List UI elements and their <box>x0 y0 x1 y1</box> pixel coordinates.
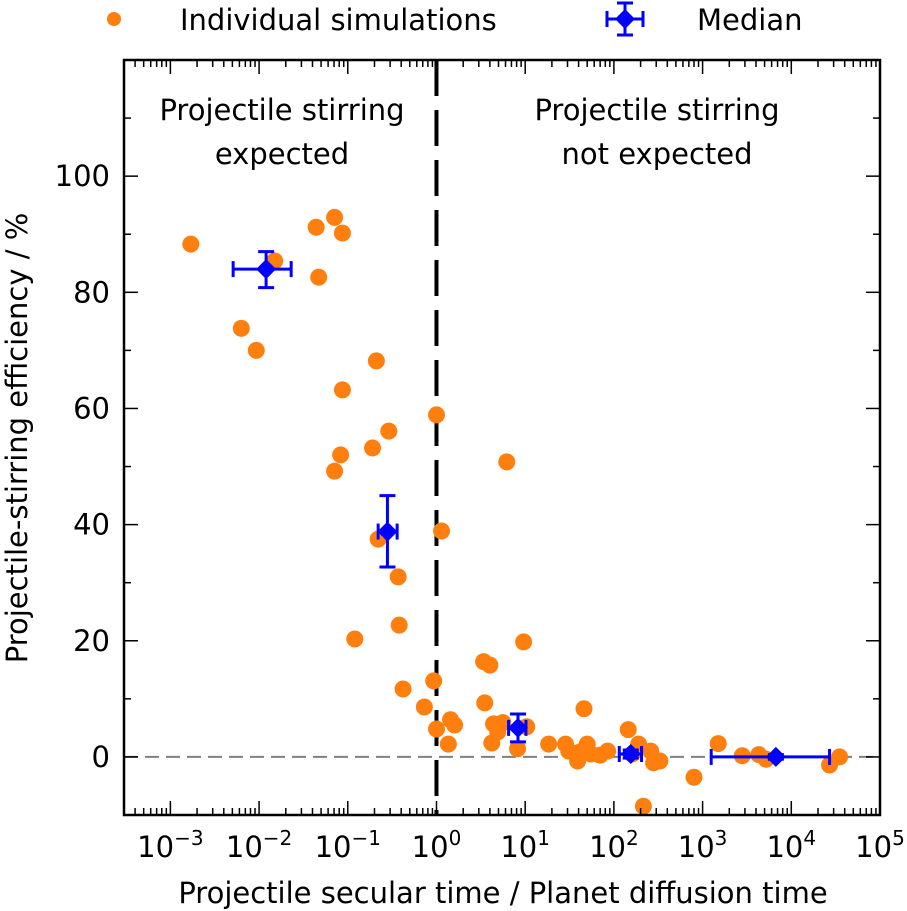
data-point-individual <box>509 740 527 758</box>
x-tick-label: 102 <box>589 826 639 864</box>
x-tick-label-exponent: 4 <box>803 826 816 850</box>
median-marker <box>765 746 786 767</box>
data-point-individual <box>326 462 344 480</box>
data-point-median <box>709 746 832 767</box>
x-tick-label-exponent: 1 <box>537 826 550 850</box>
x-tick-label-base: 10 <box>678 830 715 864</box>
y-tick-label: 60 <box>73 391 110 425</box>
x-tick-label-base: 10 <box>412 830 449 864</box>
data-point-individual <box>346 630 364 648</box>
data-point-individual <box>332 446 350 464</box>
y-tick-label: 100 <box>55 159 110 193</box>
data-point-individual <box>390 616 408 634</box>
x-tick-label-base: 10 <box>855 830 892 864</box>
x-tick-label: 105 <box>855 826 905 864</box>
data-point-individual <box>427 406 445 424</box>
data-point-individual <box>427 720 445 738</box>
data-point-median <box>617 744 644 765</box>
x-tick-label: 101 <box>500 826 550 864</box>
data-point-individual <box>439 735 457 753</box>
x-tick-label: 10−1 <box>315 826 381 864</box>
x-tick-label-exponent: 2 <box>626 826 639 850</box>
data-point-individual <box>333 381 351 399</box>
x-tick-label-base: 10 <box>226 830 263 864</box>
data-point-individual <box>364 439 382 457</box>
data-point-individual <box>498 453 516 471</box>
median-marker <box>256 259 277 280</box>
data-point-individual <box>599 742 617 760</box>
x-tick-label-exponent: −1 <box>351 826 380 850</box>
data-point-individual <box>446 716 464 734</box>
data-point-individual <box>481 656 499 674</box>
legend-marker-individual <box>107 12 121 26</box>
data-point-individual <box>651 752 669 770</box>
data-point-individual <box>709 735 727 753</box>
median-marker <box>377 521 398 542</box>
data-point-individual <box>476 694 494 712</box>
x-tick-label: 10−3 <box>137 826 203 864</box>
x-tick-label-base: 10 <box>315 830 352 864</box>
median-marker <box>620 744 641 765</box>
data-point-individual <box>232 319 250 337</box>
x-tick-label-exponent: 3 <box>715 826 728 850</box>
x-tick-label-exponent: 5 <box>892 826 905 850</box>
x-tick-label-base: 10 <box>137 830 174 864</box>
annotation-not-expected-line1: Projectile stirring <box>534 93 779 127</box>
x-axis-label: Projectile secular time / Planet diffusi… <box>178 876 827 910</box>
legend-label-median: Median <box>697 3 802 37</box>
data-point-individual <box>394 680 412 698</box>
x-tick-label: 104 <box>766 826 816 864</box>
data-point-individual <box>333 224 351 242</box>
x-tick-label-exponent: 0 <box>449 826 462 850</box>
axis-ticks: 10−3 10−2 10−1 100 101 102 103 104 1050204060801… <box>55 60 905 864</box>
y-axis-label: Projectile-stirring efficiency / % <box>0 213 34 664</box>
annotation-expected-line1: Projectile stirring <box>159 93 404 127</box>
data-point-individual <box>415 698 433 716</box>
data-point-individual <box>326 208 344 226</box>
data-point-individual <box>310 268 328 286</box>
data-point-individual <box>515 633 533 651</box>
plot-area <box>124 60 880 815</box>
x-tick-label-base: 10 <box>766 830 803 864</box>
x-tick-label: 10−2 <box>226 826 292 864</box>
data-point-individual <box>380 422 398 440</box>
data-point-individual <box>831 748 849 766</box>
data-point-individual <box>634 797 652 815</box>
data-point-median <box>507 712 529 744</box>
legend-marker-median <box>605 1 645 37</box>
x-tick-label-exponent: −3 <box>174 826 203 850</box>
x-tick-label-base: 10 <box>500 830 537 864</box>
x-tick-label: 100 <box>412 826 462 864</box>
y-tick-label: 0 <box>92 740 110 774</box>
y-tick-label: 20 <box>73 624 110 658</box>
x-tick-label-exponent: −2 <box>263 826 292 850</box>
data-point-individual <box>619 721 637 739</box>
data-point-individual <box>685 768 703 786</box>
annotation-expected-line2: expected <box>215 137 349 171</box>
annotation-not-expected-line2: not expected <box>561 137 752 171</box>
data-point-individual <box>307 218 325 236</box>
median-marker <box>508 717 529 738</box>
x-tick-label-base: 10 <box>589 830 626 864</box>
data-point-individual <box>433 522 451 540</box>
x-tick-label: 103 <box>678 826 728 864</box>
data-point-individual <box>367 352 385 370</box>
y-tick-label: 80 <box>73 275 110 309</box>
data-point-individual <box>182 235 200 253</box>
legend-label-individual: Individual simulations <box>180 3 497 37</box>
data-point-individual <box>389 568 407 586</box>
plot-frame <box>122 58 882 817</box>
data-point-individual <box>247 341 265 359</box>
data-point-individual <box>425 672 443 690</box>
y-tick-label: 40 <box>73 508 110 542</box>
legend: Individual simulations Median <box>107 1 802 37</box>
data-point-individual <box>540 735 558 753</box>
data-point-median <box>376 494 399 569</box>
data-point-median <box>231 250 293 290</box>
data-point-individual <box>575 700 593 718</box>
